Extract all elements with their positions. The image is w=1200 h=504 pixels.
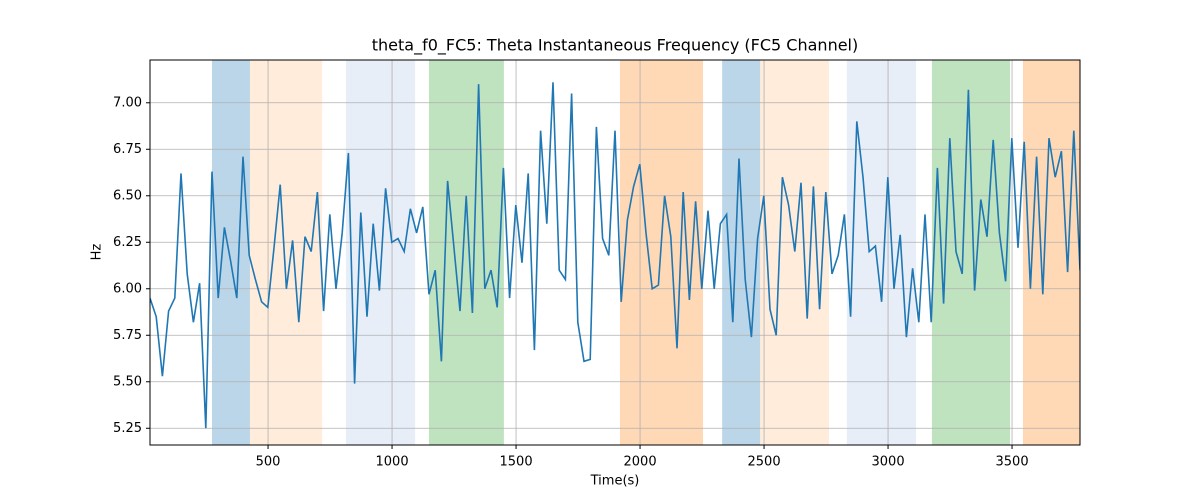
y-tick-label: 6.25: [113, 235, 142, 250]
x-tick-label: 500: [256, 455, 281, 470]
x-tick-label: 2500: [748, 455, 781, 470]
y-tick-label: 7.00: [113, 95, 142, 110]
spans: [212, 60, 1080, 445]
shaded-span: [760, 60, 830, 445]
shaded-span: [722, 60, 761, 445]
x-tick-label: 2000: [624, 455, 657, 470]
y-tick-label: 5.50: [113, 374, 142, 389]
y-tick-label: 6.50: [113, 188, 142, 203]
shaded-span: [619, 60, 704, 445]
x-tick-label: 1500: [500, 455, 533, 470]
y-tick-label: 5.25: [113, 421, 142, 436]
x-tick-label: 3500: [996, 455, 1029, 470]
x-tick-label: 3000: [872, 455, 905, 470]
y-axis-label: Hz: [90, 244, 105, 261]
shaded-span: [249, 60, 323, 445]
shaded-span: [345, 60, 416, 445]
plot-area: [150, 82, 1080, 429]
grid: [150, 60, 1080, 445]
axes-frame: [149, 59, 1081, 446]
y-tick-label: 6.00: [113, 281, 142, 296]
y-tick-label: 5.75: [113, 328, 142, 343]
x-axis-label: Time(s): [590, 474, 640, 489]
y-tick-label: 6.75: [113, 142, 142, 157]
shaded-span: [212, 60, 250, 445]
shaded-span: [429, 60, 504, 445]
shaded-span: [846, 60, 917, 445]
data-line: [150, 82, 1080, 429]
shaded-span: [931, 60, 1011, 445]
chart-title: theta_f0_FC5: Theta Instantaneous Freque…: [372, 36, 858, 56]
axes: 500 1000 1500 2000 2500 3000 3500 5.25 5.50 5.75 6…: [113, 95, 1029, 469]
x-tick-label: 1000: [376, 455, 409, 470]
